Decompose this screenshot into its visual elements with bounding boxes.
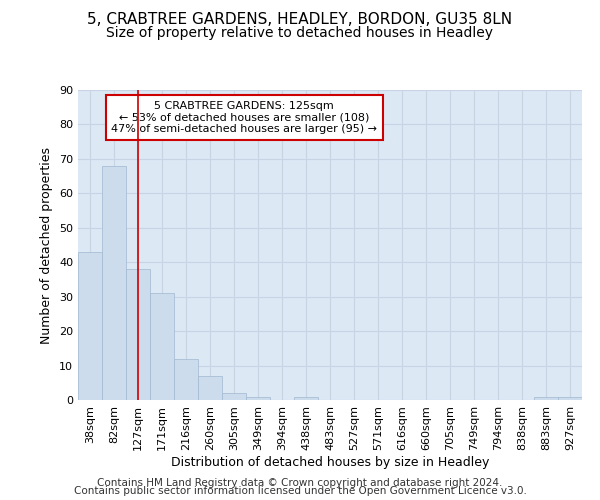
Bar <box>174 358 198 400</box>
Text: Contains public sector information licensed under the Open Government Licence v3: Contains public sector information licen… <box>74 486 526 496</box>
Bar <box>198 376 222 400</box>
Bar <box>534 396 558 400</box>
Text: 5 CRABTREE GARDENS: 125sqm
← 53% of detached houses are smaller (108)
47% of sem: 5 CRABTREE GARDENS: 125sqm ← 53% of deta… <box>112 101 377 134</box>
Bar <box>102 166 126 400</box>
Bar <box>126 269 150 400</box>
Y-axis label: Number of detached properties: Number of detached properties <box>40 146 53 344</box>
Bar <box>246 396 270 400</box>
Text: 5, CRABTREE GARDENS, HEADLEY, BORDON, GU35 8LN: 5, CRABTREE GARDENS, HEADLEY, BORDON, GU… <box>88 12 512 28</box>
Bar <box>150 293 174 400</box>
Bar <box>294 396 318 400</box>
Bar <box>222 393 246 400</box>
X-axis label: Distribution of detached houses by size in Headley: Distribution of detached houses by size … <box>171 456 489 468</box>
Bar <box>558 396 582 400</box>
Text: Size of property relative to detached houses in Headley: Size of property relative to detached ho… <box>107 26 493 40</box>
Text: Contains HM Land Registry data © Crown copyright and database right 2024.: Contains HM Land Registry data © Crown c… <box>97 478 503 488</box>
Bar <box>78 252 102 400</box>
